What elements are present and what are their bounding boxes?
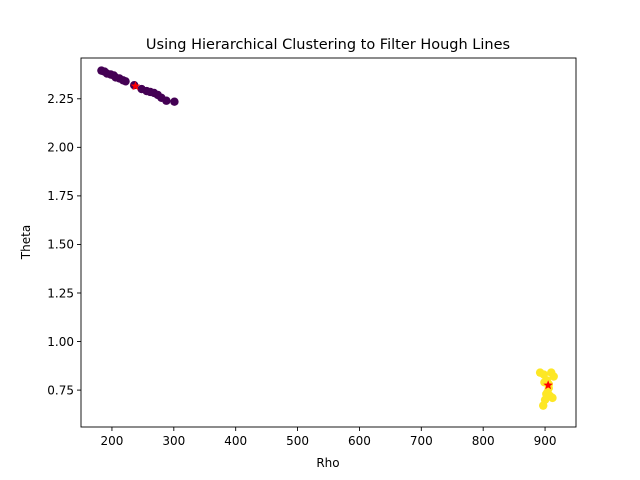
data-point-cluster-2 [548,393,557,403]
y-tick-label: 1.00 [47,335,74,349]
x-tick-label: 500 [286,434,309,448]
x-tick-label: 600 [348,434,371,448]
x-tick-label: 200 [100,434,123,448]
x-tick-label: 300 [162,434,185,448]
y-tick-label: 1.25 [47,286,74,300]
plot-frame [80,57,577,428]
axes: 200 300 400 500 600 700 800 900 0.75 1.00 1.25 1.50… [47,57,577,448]
centroid-marker [130,81,141,91]
y-tick-label: 1.75 [47,189,74,203]
plot-marks [97,66,558,410]
chart-title: Using Hierarchical Clustering to Filter … [146,37,510,53]
data-point-cluster-1 [121,77,130,86]
data-point-cluster-1 [162,96,171,105]
y-tick-label: 1.50 [47,238,74,252]
y-axis-label: Theta [19,225,33,260]
x-tick-label: 800 [472,434,495,448]
x-tick-label: 900 [534,434,557,448]
data-point-cluster-2 [542,389,551,399]
x-tick-label: 400 [224,434,247,448]
y-tick-label: 2.00 [47,141,74,155]
data-point-cluster-1 [170,97,179,106]
centroid-marker [543,380,553,390]
y-tick-label: 0.75 [47,383,74,397]
y-tick-label: 2.25 [47,92,74,106]
data-point-cluster-2 [549,372,558,381]
data-point-cluster-2 [539,401,548,410]
x-axis-label: Rho [316,456,339,470]
x-tick-label: 700 [410,434,433,448]
